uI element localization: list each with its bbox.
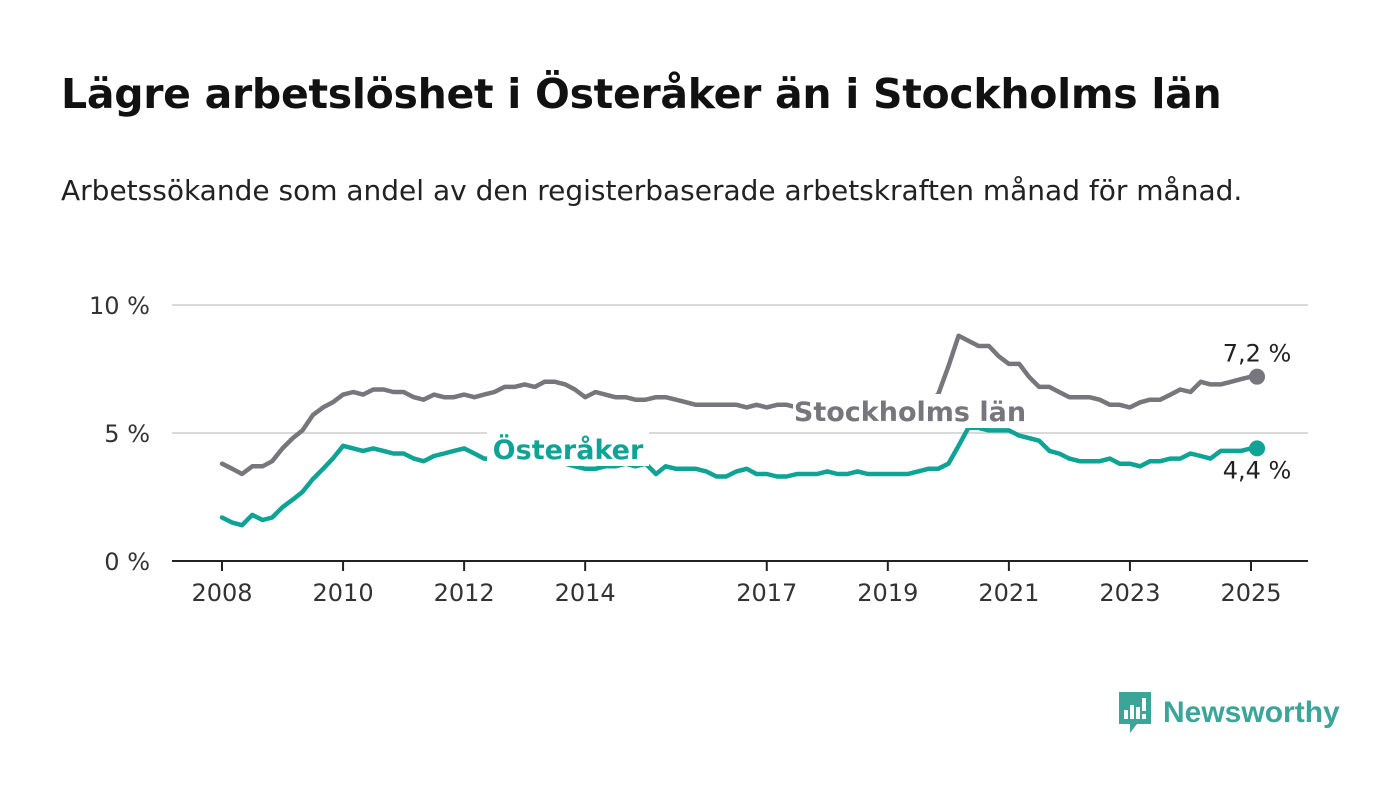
y-tick-label: 10 %	[89, 292, 150, 320]
chart-title: Lägre arbetslöshet i Österåker än i Stoc…	[61, 70, 1222, 118]
x-tick-label: 2021	[978, 579, 1039, 607]
x-tick-label: 2023	[1099, 579, 1160, 607]
y-tick-label: 5 %	[104, 420, 150, 448]
x-tick-label: 2012	[434, 579, 495, 607]
newsworthy-logo-icon	[1119, 692, 1151, 733]
series-lines	[219, 333, 1260, 528]
x-tick-label: 2025	[1220, 579, 1281, 607]
grid-lines	[172, 304, 1308, 434]
x-tick-label: 2008	[191, 579, 252, 607]
series-line-osteraker	[219, 425, 1260, 528]
end-value-label-osteraker: 4,4 %	[1223, 456, 1292, 484]
end-value-label-stockholms-lan: 7,2 %	[1223, 340, 1292, 368]
chart-subtitle: Arbetssökande som andel av den registerb…	[61, 174, 1243, 207]
series-label-bg-osteraker	[487, 432, 649, 466]
series-label-bg-stockholms-lan	[793, 394, 1027, 428]
x-tick-label: 2014	[555, 579, 616, 607]
x-tick-label: 2017	[736, 579, 797, 607]
y-tick-label: 0 %	[104, 548, 150, 576]
y-axis: 0 % 5 % 10 %	[89, 292, 150, 576]
brand: Newsworthy	[1117, 690, 1340, 736]
series-label-osteraker: Österåker	[493, 433, 644, 466]
x-axis: 2008 2010 2012 2014 2017 2019 2021 2023 2025	[172, 560, 1308, 607]
x-tick-label: 2019	[857, 579, 918, 607]
end-marker-osteraker	[1249, 440, 1266, 457]
end-marker-stockholms-lan	[1249, 368, 1266, 385]
series-label-stockholms-lan: Stockholms län	[794, 397, 1026, 428]
x-tick-label: 2010	[313, 579, 374, 607]
brand-name: Newsworthy	[1163, 696, 1340, 729]
series-labels: Stockholms län Österåker	[487, 394, 1027, 466]
series-line-stockholms-lan	[219, 333, 1260, 477]
end-markers: 7,2 % 4,4 %	[1223, 340, 1292, 485]
